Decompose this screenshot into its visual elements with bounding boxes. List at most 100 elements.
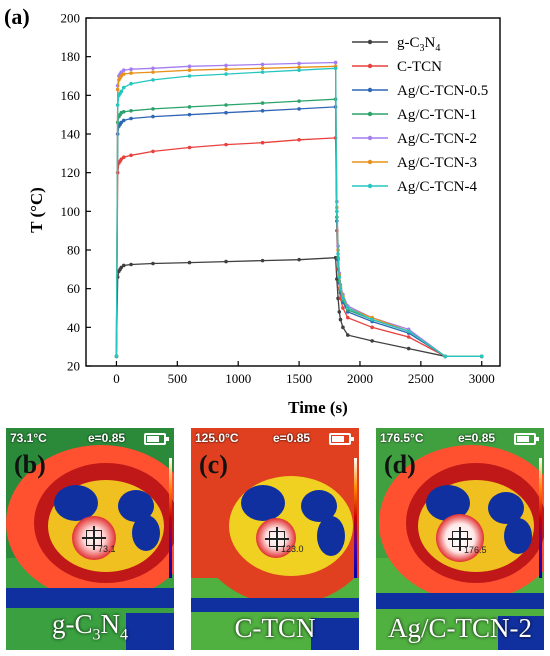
- data-point: [129, 116, 133, 121]
- data-point: [129, 81, 133, 86]
- spot-temperature: 73.1: [98, 544, 116, 554]
- data-point: [333, 60, 338, 65]
- thermal-caption: Ag/C-TCN-2: [388, 613, 532, 643]
- battery-icon: [144, 433, 169, 445]
- x-tick-label: 3000: [469, 371, 495, 386]
- legend-item: Ag/C-TCN-1: [352, 107, 477, 123]
- thermal-temperature: 125.0°C: [195, 431, 239, 445]
- data-point: [115, 103, 120, 107]
- data-point: [260, 258, 265, 263]
- spot-temperature: 123.0: [281, 544, 304, 554]
- data-point: [129, 67, 133, 72]
- data-point: [151, 107, 155, 111]
- data-point: [121, 263, 126, 268]
- data-point: [370, 339, 374, 343]
- data-point: [129, 109, 133, 113]
- legend-item: Ag/C-TCN-2: [352, 131, 477, 147]
- thermal-heatmap-graphic: [376, 428, 544, 650]
- data-point: [119, 89, 124, 94]
- x-tick-label: 1500: [286, 371, 312, 386]
- legend-label: g-C3N4: [397, 35, 440, 54]
- data-point: [260, 109, 265, 113]
- data-point: [297, 138, 301, 142]
- data-point: [224, 142, 228, 147]
- legend-marker: [367, 135, 373, 141]
- legend-label: C-TCN: [397, 59, 442, 75]
- data-point: [345, 315, 350, 320]
- x-axis-label: Time (s): [288, 398, 348, 417]
- legend-item: Ag/C-TCN-0.5: [352, 83, 488, 99]
- data-point: [406, 329, 411, 334]
- data-point: [297, 68, 301, 72]
- data-point: [406, 335, 411, 339]
- panel-label-c: (c): [199, 450, 228, 479]
- data-point: [224, 67, 228, 72]
- y-tick-label: 120: [61, 165, 81, 180]
- plot-frame: [85, 17, 501, 367]
- color-scale-bar: [539, 458, 542, 578]
- data-point: [297, 61, 301, 66]
- series-line: [115, 257, 482, 357]
- thermal-caption: g-C3N4: [52, 608, 128, 643]
- legend-label: Ag/C-TCN-4: [397, 179, 477, 195]
- legend-item: C-TCN: [352, 59, 442, 75]
- data-point: [121, 109, 126, 114]
- data-point: [121, 118, 126, 123]
- legend-marker: [367, 63, 373, 69]
- legend-item: g-C3N4: [352, 35, 440, 54]
- data-point: [333, 66, 338, 71]
- legend-item: Ag/C-TCN-4: [352, 179, 477, 195]
- legend-label: Ag/C-TCN-0.5: [397, 83, 488, 99]
- legend-marker: [367, 159, 373, 165]
- legend-marker: [367, 39, 373, 45]
- data-point: [151, 78, 155, 82]
- data-point: [336, 252, 340, 256]
- data-point: [335, 209, 339, 214]
- data-point: [187, 64, 192, 69]
- data-point: [370, 325, 374, 330]
- data-point: [129, 153, 133, 158]
- data-point: [338, 317, 343, 322]
- battery-icon: [329, 433, 354, 445]
- data-point: [260, 101, 265, 105]
- thermal-emissivity: e=0.85: [273, 431, 311, 445]
- data-point: [119, 120, 124, 125]
- data-point: [224, 259, 228, 264]
- thermal-image-d: 176.5°C e=0.85 (d) 176.5 Ag/C-TCN-2: [376, 428, 544, 650]
- y-tick-label: 80: [67, 243, 80, 258]
- thermal-emissivity: e=0.85: [88, 431, 126, 445]
- y-tick-label: 140: [61, 127, 81, 142]
- data-point: [337, 310, 342, 314]
- legend-label: Ag/C-TCN-3: [397, 155, 477, 171]
- data-point: [187, 74, 192, 78]
- x-tick-label: 500: [168, 371, 188, 386]
- data-point: [119, 70, 124, 74]
- data-point: [224, 72, 228, 76]
- series-g-c3n4: [114, 255, 484, 359]
- data-point: [335, 277, 339, 281]
- data-point: [297, 257, 301, 262]
- thermal-heatmap-graphic: [6, 428, 174, 650]
- legend-label: Ag/C-TCN-2: [397, 131, 477, 147]
- x-tick-label: 1000: [225, 371, 251, 386]
- data-point: [337, 275, 342, 279]
- data-point: [129, 71, 133, 75]
- data-point: [370, 317, 374, 322]
- data-point: [406, 346, 411, 351]
- data-point: [297, 99, 301, 103]
- legend-marker: [367, 111, 373, 117]
- thermal-temperature: 73.1°C: [10, 431, 47, 445]
- data-point: [114, 354, 119, 359]
- data-point: [260, 70, 265, 74]
- series-ag-c-tcn-2: [114, 60, 484, 359]
- y-tick-label: 180: [61, 49, 81, 64]
- y-tick-label: 60: [67, 281, 80, 296]
- data-point: [187, 68, 192, 72]
- data-point: [119, 157, 124, 161]
- data-point: [341, 325, 345, 330]
- data-point: [297, 107, 301, 111]
- thermal-emissivity: e=0.85: [458, 431, 496, 445]
- data-point: [187, 105, 192, 109]
- crosshair-icon: [265, 527, 289, 551]
- color-scale-bar: [169, 458, 172, 578]
